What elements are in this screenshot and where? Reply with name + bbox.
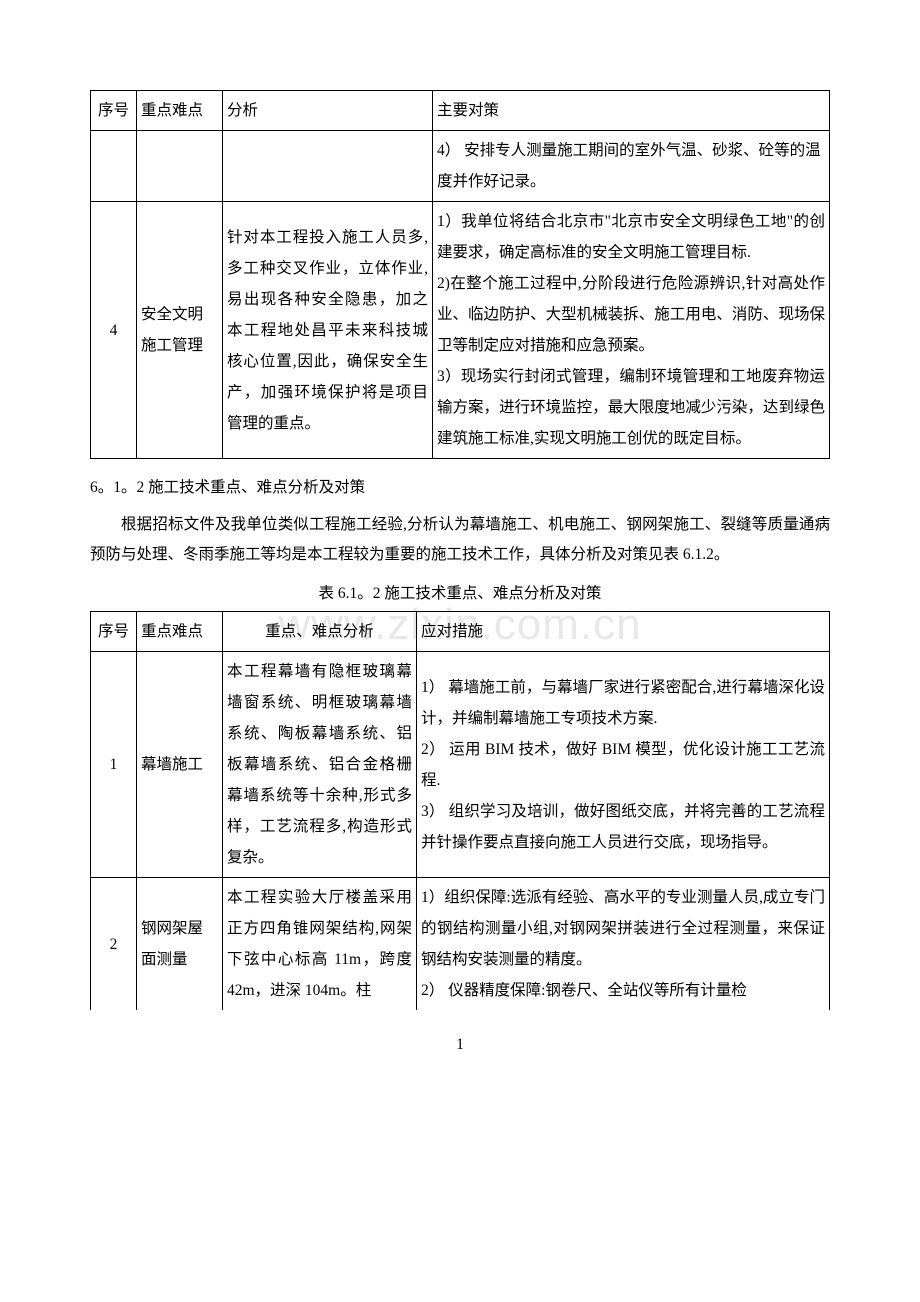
cell-measure-r1: 1） 幕墙施工前，与幕墙厂家进行紧密配合,进行幕墙深化设计，并编制幕墙施工专项技… [417,652,830,878]
th-point: 重点难点 [137,91,223,131]
cell-measure-4: 1）我单位将结合北京市"北京市安全文明绿色工地"的创建要求，确定高标准的安全文明… [433,202,830,459]
document-page: www.zlxin.com.cn 序号 重点难点 分析 主要对策 4） 安排专人… [0,0,920,1094]
th-measure-2: 应对措施 [417,612,830,652]
cell-analysis-r1: 本工程幕墙有隐框玻璃幕墙窗系统、明框玻璃幕墙系统、陶板幕墙系统、铝板幕墙系统、铝… [223,652,417,878]
cell-seq-4: 4 [91,202,137,459]
table-title-612: 表 6.1。2 施工技术重点、难点分析及对策 [90,581,830,603]
cell-analysis-r2: 本工程实验大厅楼盖采用正方四角锥网架结构,网架下弦中心标高 11m，跨度 42m… [223,878,417,1011]
page-number: 1 [90,1036,830,1054]
cell-point-empty [137,131,223,202]
cell-measure-cont: 4） 安排专人测量施工期间的室外气温、砂浆、砼等的温度并作好记录。 [433,131,830,202]
cell-analysis-4: 针对本工程投入施工人员多,多工种交叉作业，立体作业,易出现各种安全隐患，加之本工… [223,202,433,459]
cell-seq-r2: 2 [91,878,137,1011]
th-analysis: 分析 [223,91,433,131]
cell-seq-r1: 1 [91,652,137,878]
cell-analysis-empty [223,131,433,202]
table-row: 序号 重点难点 分析 主要对策 [91,91,830,131]
table-row: 2 钢网架屋面测量 本工程实验大厅楼盖采用正方四角锥网架结构,网架下弦中心标高 … [91,878,830,1011]
table-row: 1 幕墙施工 本工程幕墙有隐框玻璃幕墙窗系统、明框玻璃幕墙系统、陶板幕墙系统、铝… [91,652,830,878]
cell-seq-empty [91,131,137,202]
table-row: 4） 安排专人测量施工期间的室外气温、砂浆、砼等的温度并作好记录。 [91,131,830,202]
th-point-2: 重点难点 [137,612,223,652]
table-1: 序号 重点难点 分析 主要对策 4） 安排专人测量施工期间的室外气温、砂浆、砼等… [90,90,830,459]
table-2: 序号 重点难点 重点、难点分析 应对措施 1 幕墙施工 本工程幕墙有隐框玻璃幕墙… [90,611,830,1010]
th-seq-2: 序号 [91,612,137,652]
th-seq: 序号 [91,91,137,131]
cell-point-r2: 钢网架屋面测量 [137,878,223,1011]
cell-point-4: 安全文明施工管理 [137,202,223,459]
th-analysis-2: 重点、难点分析 [223,612,417,652]
section-para-612: 根据招标文件及我单位类似工程施工经验,分析认为幕墙施工、机电施工、钢网架施工、裂… [90,510,830,569]
cell-point-r1: 幕墙施工 [137,652,223,878]
table-row: 4 安全文明施工管理 针对本工程投入施工人员多,多工种交叉作业，立体作业,易出现… [91,202,830,459]
th-measure: 主要对策 [433,91,830,131]
table-row: 序号 重点难点 重点、难点分析 应对措施 [91,612,830,652]
section-title-612: 6。1。2 施工技术重点、难点分析及对策 [90,473,830,502]
cell-measure-r2: 1）组织保障:选派有经验、高水平的专业测量人员,成立专门的钢结构测量小组,对钢网… [417,878,830,1011]
